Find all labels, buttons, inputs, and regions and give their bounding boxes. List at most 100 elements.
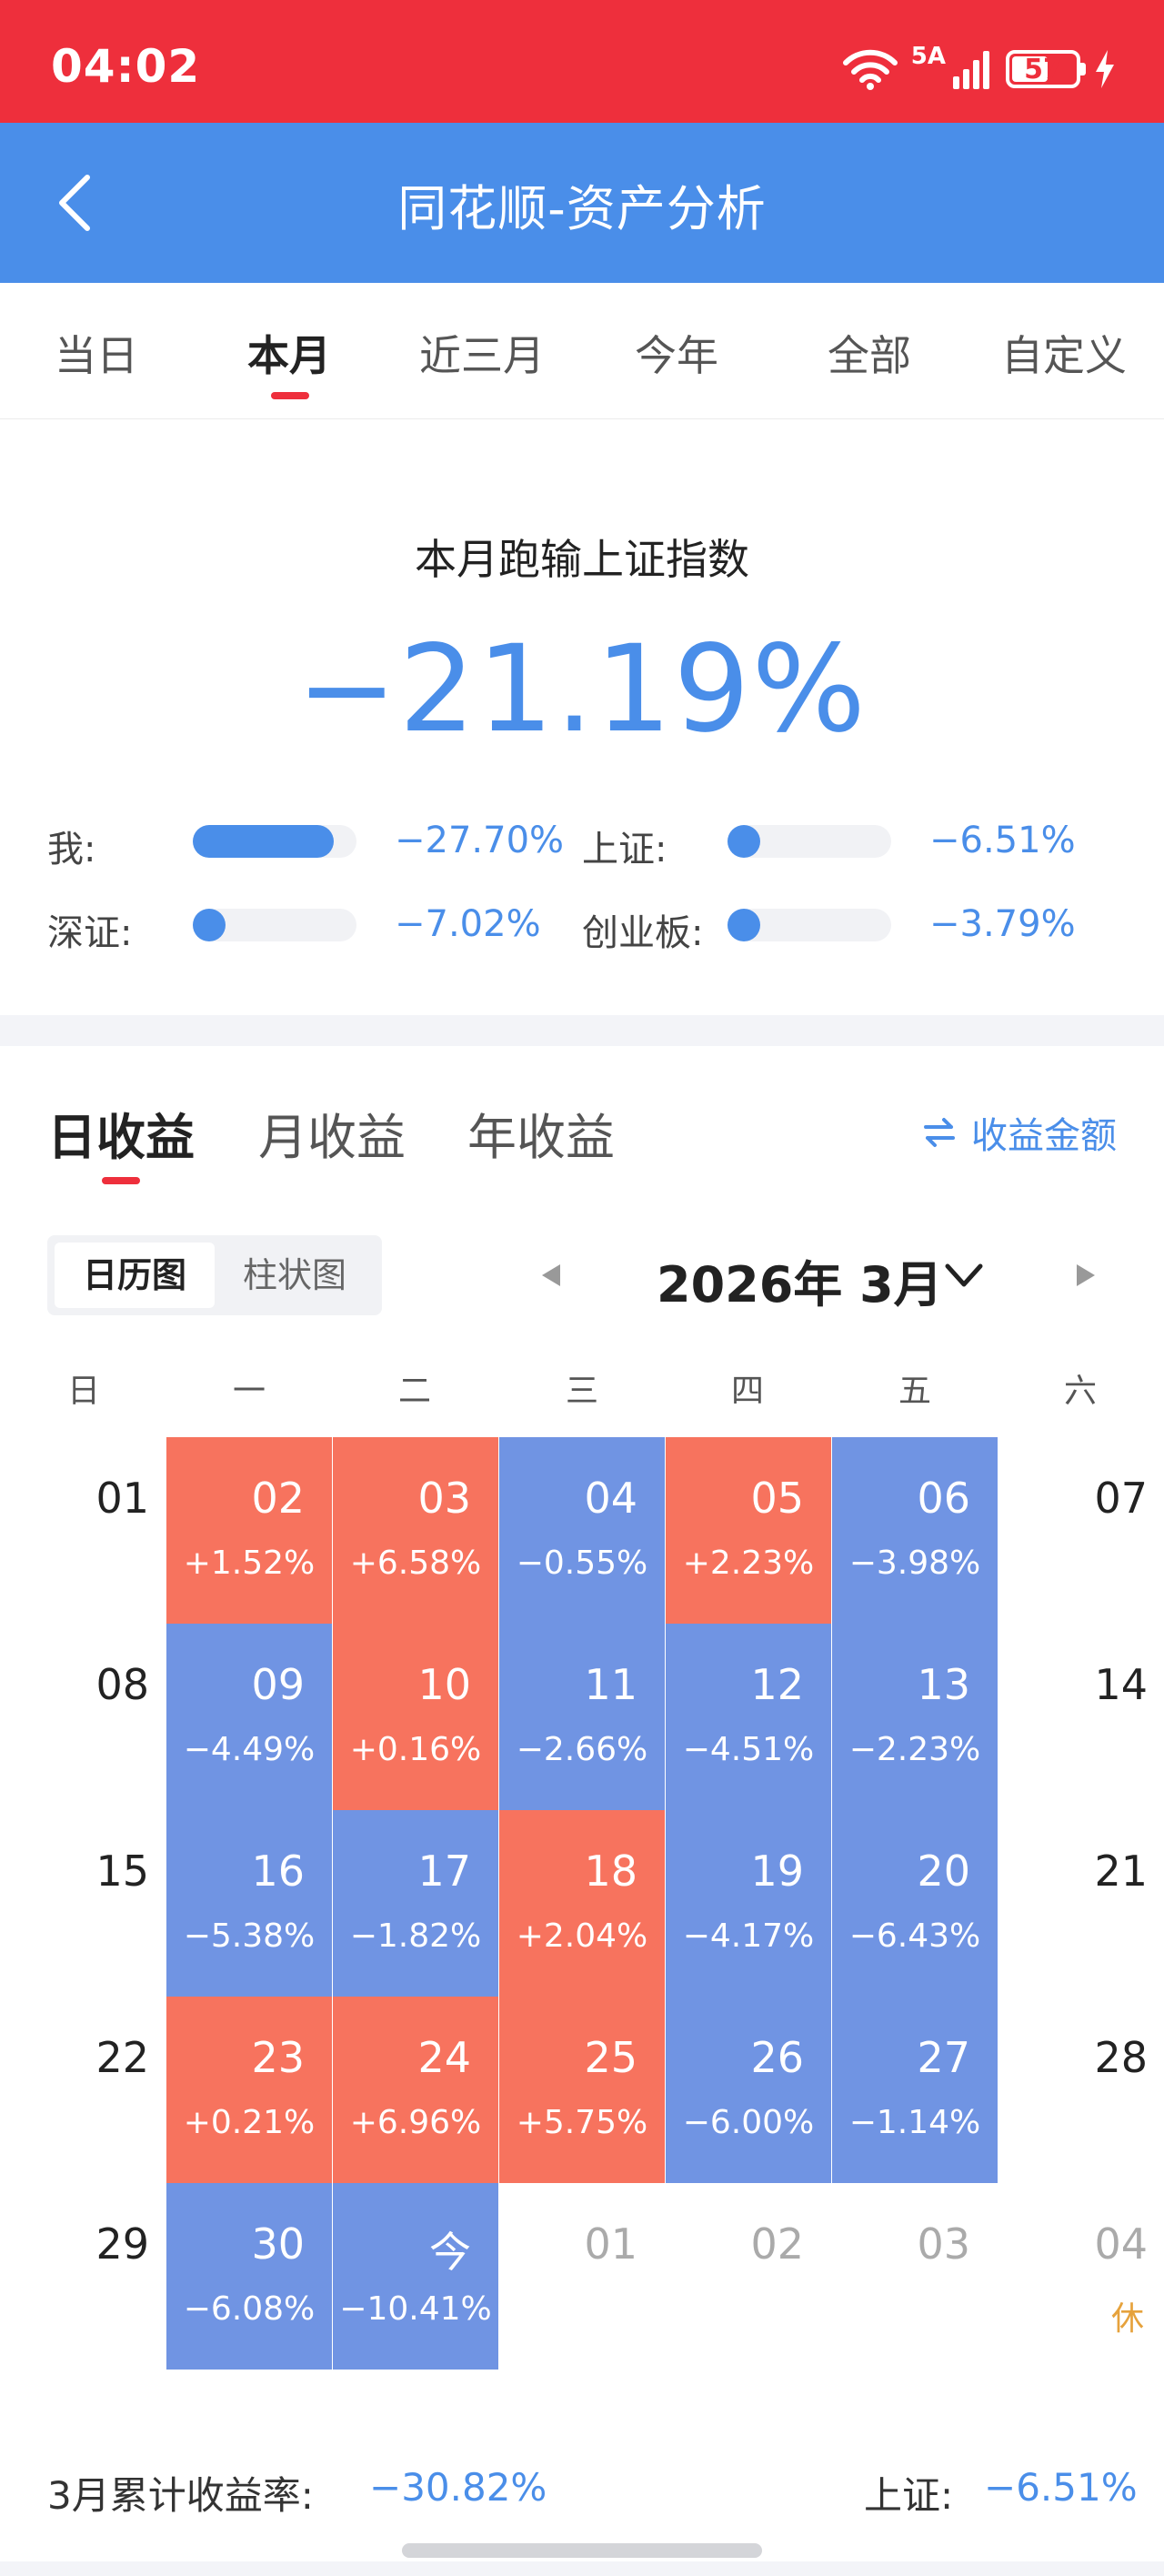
calendar-day[interactable]: 29 xyxy=(0,2183,166,2370)
weekday-label: 三 xyxy=(565,1373,599,1410)
day-number: 07 xyxy=(1094,1474,1148,1523)
calendar-day[interactable]: 22 xyxy=(0,1997,166,2183)
calendar-day[interactable]: 03 +6.58% xyxy=(333,1437,498,1624)
calendar-day[interactable]: 02 xyxy=(666,2183,831,2370)
tab-today[interactable]: 当日 xyxy=(55,331,138,380)
weekday-label: 二 xyxy=(397,1373,432,1410)
day-return: +2.23% xyxy=(682,1545,815,1582)
calendar-day[interactable]: 07 xyxy=(998,1437,1164,1624)
compare-bar-fill xyxy=(728,825,760,858)
day-return: −2.23% xyxy=(848,1731,981,1768)
calendar-day[interactable]: 19 −4.17% xyxy=(666,1810,831,1997)
back-icon[interactable] xyxy=(47,170,111,234)
month-title[interactable]: 2026年 3月 xyxy=(657,1256,943,1313)
day-return: −3.98% xyxy=(848,1545,981,1582)
compare-bar-fill xyxy=(728,909,760,941)
amount-toggle-button[interactable]: 收益金额 xyxy=(922,1106,1117,1159)
tab-custom[interactable]: 自定义 xyxy=(1001,331,1127,380)
page-title: 同花顺-资产分析 xyxy=(397,180,767,237)
day-number: 04 xyxy=(584,1474,637,1523)
calendar-day[interactable]: 24 +6.96% xyxy=(333,1997,498,2183)
compare-value-chinext: −3.79% xyxy=(929,903,1076,945)
view-bar-button[interactable]: 柱状图 xyxy=(242,1255,346,1295)
calendar-day[interactable]: 04 −0.55% xyxy=(499,1437,665,1624)
day-number: 19 xyxy=(750,1846,804,1896)
cumulative-return-label: 3月累计收益率: xyxy=(47,2473,314,2518)
summary-card: 本月跑输上证指数 −21.19% 我: −27.70% 上证: −6.51% 深… xyxy=(0,419,1164,1015)
view-switch: 日历图 柱状图 xyxy=(47,1235,382,1315)
home-indicator[interactable] xyxy=(402,2543,762,2558)
tab-this-year[interactable]: 今年 xyxy=(635,331,718,380)
day-number: 21 xyxy=(1094,1846,1148,1896)
calendar-day[interactable]: 18 +2.04% xyxy=(499,1810,665,1997)
calendar-day[interactable]: 30 −6.08% xyxy=(166,2183,332,2370)
compare-name-chinext: 创业板: xyxy=(582,912,704,954)
compare-bar-me xyxy=(193,825,356,858)
tab-this-month[interactable]: 本月 xyxy=(247,331,331,380)
day-return: −1.82% xyxy=(349,1917,482,1955)
calendar-day[interactable]: 今 −10.41% xyxy=(333,2183,498,2370)
index-return-label: 上证: xyxy=(864,2473,954,2518)
day-number: 03 xyxy=(917,2219,970,2269)
day-return: +0.21% xyxy=(183,2104,316,2141)
returns-footer: 3月累计收益率: −30.82% 上证: −6.51% xyxy=(0,2454,1164,2536)
status-time: 04:02 xyxy=(51,40,201,93)
calendar-day[interactable]: 11 −2.66% xyxy=(499,1624,665,1810)
calendar-day[interactable]: 04 休 xyxy=(998,2183,1164,2370)
calendar-day[interactable]: 12 −4.51% xyxy=(666,1624,831,1810)
calendar-day[interactable]: 03 xyxy=(832,2183,998,2370)
prev-month-icon[interactable] xyxy=(537,1261,566,1290)
status-icons: 5A 57 xyxy=(842,42,1117,96)
calendar-day[interactable]: 21 xyxy=(998,1810,1164,1997)
tab-three-months[interactable]: 近三月 xyxy=(419,331,545,380)
day-return: −0.55% xyxy=(516,1545,648,1582)
day-number: 今 xyxy=(429,2228,471,2277)
compare-name-me: 我: xyxy=(47,829,96,870)
compare-bar-fill xyxy=(193,825,334,858)
calendar-day[interactable]: 15 xyxy=(0,1810,166,1997)
tab-yearly-returns[interactable]: 年收益 xyxy=(467,1109,615,1166)
calendar-day[interactable]: 06 −3.98% xyxy=(832,1437,998,1624)
calendar-day[interactable]: 08 xyxy=(0,1624,166,1810)
calendar-day[interactable]: 16 −5.38% xyxy=(166,1810,332,1997)
nav-bar: 同花顺-资产分析 xyxy=(0,123,1164,283)
calendar-day[interactable]: 09 −4.49% xyxy=(166,1624,332,1810)
day-number: 25 xyxy=(584,2033,637,2082)
day-number: 28 xyxy=(1094,2033,1148,2082)
calendar-day[interactable]: 10 +0.16% xyxy=(333,1624,498,1810)
weekday-label: 四 xyxy=(730,1373,765,1410)
calendar-day[interactable]: 01 xyxy=(499,2183,665,2370)
tab-indicator xyxy=(271,392,309,399)
day-number: 26 xyxy=(750,2033,804,2082)
next-month-icon[interactable] xyxy=(1071,1261,1100,1290)
chevron-down-icon[interactable] xyxy=(942,1257,986,1293)
calendar-day[interactable]: 14 xyxy=(998,1624,1164,1810)
calendar-day[interactable]: 28 xyxy=(998,1997,1164,2183)
day-number: 22 xyxy=(95,2033,149,2082)
view-calendar-button[interactable]: 日历图 xyxy=(55,1243,215,1308)
day-return: −6.43% xyxy=(848,1917,981,1955)
calendar-day[interactable]: 05 +2.23% xyxy=(666,1437,831,1624)
day-number: 14 xyxy=(1094,1660,1148,1709)
calendar-day[interactable]: 13 −2.23% xyxy=(832,1624,998,1810)
holiday-badge: 休 xyxy=(1110,2300,1144,2338)
calendar-day[interactable]: 02 +1.52% xyxy=(166,1437,332,1624)
tab-monthly-returns[interactable]: 月收益 xyxy=(258,1109,406,1166)
network-label: 5A xyxy=(910,43,946,70)
compare-bar-fill xyxy=(193,909,226,941)
day-number: 02 xyxy=(251,1474,305,1523)
calendar-day[interactable]: 20 −6.43% xyxy=(832,1810,998,1997)
tab-daily-returns[interactable]: 日收益 xyxy=(47,1109,195,1166)
day-return: +6.58% xyxy=(349,1545,482,1582)
calendar-day[interactable]: 17 −1.82% xyxy=(333,1810,498,1997)
tab-all[interactable]: 全部 xyxy=(828,331,911,380)
day-return: +2.04% xyxy=(516,1917,648,1955)
calendar-day[interactable]: 27 −1.14% xyxy=(832,1997,998,2183)
calendar-day[interactable]: 01 xyxy=(0,1437,166,1624)
calendar-day[interactable]: 26 −6.00% xyxy=(666,1997,831,2183)
day-return: −1.14% xyxy=(848,2104,981,2141)
calendar-day[interactable]: 23 +0.21% xyxy=(166,1997,332,2183)
calendar-day[interactable]: 25 +5.75% xyxy=(499,1997,665,2183)
day-number: 17 xyxy=(417,1846,471,1896)
day-return: −4.17% xyxy=(682,1917,815,1955)
